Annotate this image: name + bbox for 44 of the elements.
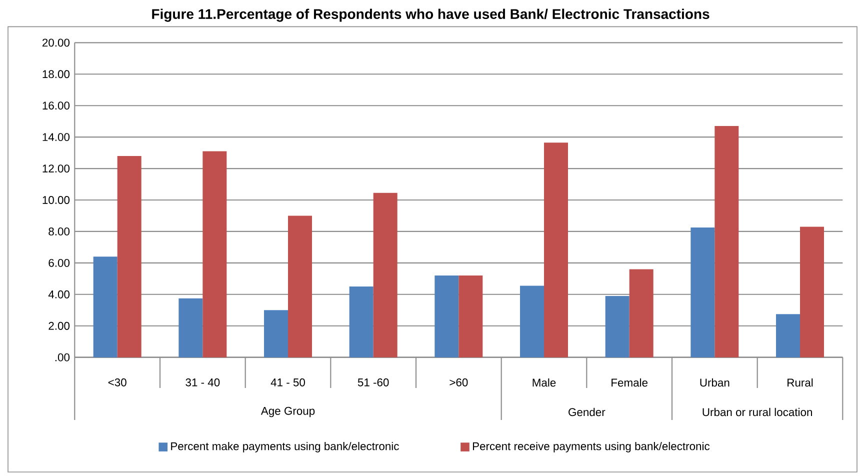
y-tick-label: 2.00 — [48, 322, 70, 330]
bar — [458, 276, 483, 358]
x-tick-label: Female — [612, 378, 648, 387]
y-tick-label: 18.00 — [42, 70, 70, 78]
bar — [776, 314, 800, 358]
bar — [690, 228, 715, 358]
x-tick-label: Urban — [700, 378, 730, 387]
y-tick-label: 12.00 — [42, 164, 70, 172]
bar — [93, 256, 118, 358]
text: Urban or rural location — [702, 408, 812, 416]
bar — [117, 156, 142, 358]
bar — [288, 216, 312, 358]
y-tick-label: .00 — [55, 353, 70, 362]
x-tick-label: >60 — [450, 378, 468, 386]
y-tick-label: 8.00 — [48, 228, 70, 236]
x-tick-label: Rural — [788, 378, 813, 387]
bar — [373, 192, 398, 358]
y-tick-label: 16.00 — [42, 102, 70, 110]
bar — [264, 310, 288, 358]
y-tick-label: 4.00 — [48, 290, 70, 298]
text: Gender — [568, 408, 606, 416]
y-tick-label: 10.00 — [42, 196, 70, 204]
bar — [544, 142, 568, 358]
bar — [800, 226, 824, 358]
x-tick-label: 51 -60 — [358, 378, 389, 386]
x-tick-label: <30 — [108, 378, 126, 386]
x-tick-label: 41 - 50 — [270, 378, 305, 386]
bar — [178, 298, 203, 358]
bar — [520, 286, 544, 358]
text: Age Group — [260, 406, 315, 418]
x-tick-label: 31 - 40 — [186, 378, 220, 386]
y-tick-label: 14.00 — [42, 133, 70, 142]
bar — [202, 151, 227, 358]
y-tick-label: 20.00 — [42, 38, 70, 47]
bar — [605, 296, 630, 358]
bar — [714, 126, 739, 358]
legend-label: Percent receive payments using bank/electronic — [472, 442, 710, 452]
chart-title: Figure 11.Percentage of Respondents who have used Bank/ Electronic Transactions — [152, 8, 710, 22]
legend-label: Percent make payments using bank/electronic — [171, 442, 399, 452]
bar — [349, 286, 374, 358]
bar — [629, 269, 654, 358]
bar — [434, 276, 459, 358]
y-tick-label: 6.00 — [48, 258, 70, 267]
x-tick-label: Male — [532, 378, 556, 387]
